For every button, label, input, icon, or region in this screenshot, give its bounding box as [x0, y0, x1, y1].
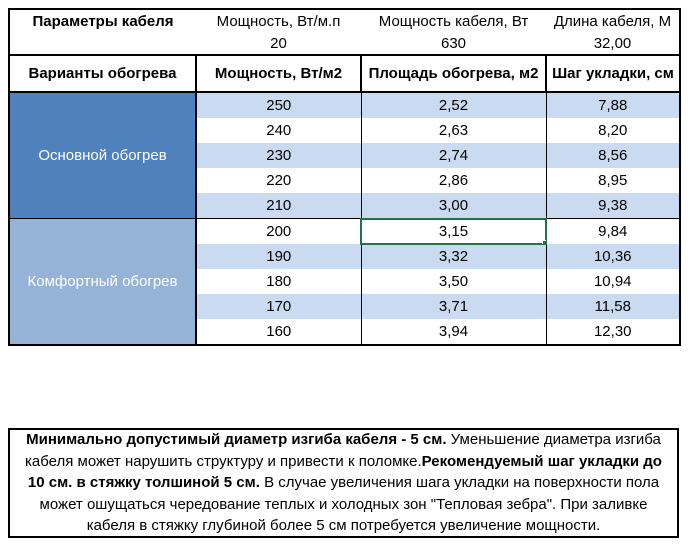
params-label-row: Параметры кабеля Мощность, Вт/м.п Мощнос… [9, 9, 680, 32]
table-cell[interactable]: 9,38 [545, 193, 680, 219]
table-cell[interactable]: 3,71 [360, 294, 546, 319]
table-cell[interactable]: 220 [195, 168, 361, 193]
table-cell[interactable]: 7,88 [545, 92, 680, 118]
table-row: Комфортный обогрев 200 3,15 9,84 [9, 217, 680, 345]
params-value-row: 20 630 32,00 [9, 32, 680, 55]
section-label-main-heating[interactable]: Основной обогрев [9, 92, 197, 219]
table-cell[interactable]: 8,56 [545, 143, 680, 168]
table-row: 170 3,71 11,58 [9, 294, 680, 319]
table-cell[interactable]: 250 [195, 92, 361, 118]
table-row: 230 2,74 8,56 [9, 143, 680, 168]
note-segment: Уменьшение диаметра изгиба кабеля может … [25, 431, 661, 470]
params-label-cable-length[interactable]: Длина кабеля, М [553, 12, 672, 30]
table-cell[interactable]: 8,20 [545, 118, 680, 143]
table-row: 220 2,86 8,95 [9, 168, 680, 193]
params-title-cell[interactable]: Параметры кабеля [32, 12, 174, 30]
table-cell[interactable]: 11,58 [545, 294, 680, 319]
table-row: 190 3,32 10,36 [9, 244, 680, 269]
table-cell[interactable]: 8,95 [545, 168, 680, 193]
table-cell[interactable]: 10,36 [545, 244, 680, 269]
note-text: Минимально допустимый диаметр изгиба каб… [20, 429, 667, 537]
table-cell[interactable]: 180 [195, 269, 361, 294]
table-row: Основной обогрев 250 2,52 7,88 [9, 92, 680, 219]
fill-handle[interactable] [541, 240, 546, 244]
table-cell[interactable]: 3,50 [360, 269, 546, 294]
table-cell[interactable]: 160 [195, 319, 361, 345]
table-cell[interactable]: 2,74 [360, 143, 546, 168]
note-segment: В случае увеличения шага укладки на пове… [39, 474, 660, 535]
table-cell[interactable]: 240 [195, 118, 361, 143]
params-empty-cell[interactable] [9, 32, 196, 55]
table-cell[interactable]: 2,63 [360, 118, 546, 143]
heating-cable-table: Параметры кабеля Мощность, Вт/м.п Мощнос… [8, 8, 681, 346]
table-cell[interactable]: 200 [195, 218, 361, 244]
params-value-power-per-m[interactable]: 20 [270, 34, 287, 52]
table-cell[interactable]: 12,30 [545, 319, 680, 345]
table-cell[interactable]: 190 [195, 244, 361, 269]
table-cell[interactable]: 9,84 [545, 218, 680, 244]
table-cell[interactable]: 2,86 [360, 168, 546, 193]
table-cell[interactable]: 210 [195, 193, 361, 219]
params-value-cable-length[interactable]: 32,00 [593, 34, 632, 52]
header-cell-area[interactable]: Площадь обогрева, м2 [360, 54, 547, 93]
table-cell[interactable]: 10,94 [545, 269, 680, 294]
table-row: 210 3,00 9,38 [9, 193, 680, 219]
table-row: 240 2,63 8,20 [9, 118, 680, 143]
params-label-cable-power[interactable]: Мощность кабеля, Вт [378, 12, 529, 30]
table-cell[interactable]: 2,52 [360, 92, 546, 118]
table-cell[interactable]: 170 [195, 294, 361, 319]
note-segment: Рекомендуемый шаг укладки до 10 см. в ст… [27, 452, 662, 492]
note-segment: Минимально допустимый диаметр изгиба каб… [26, 431, 447, 449]
table-row: 180 3,50 10,94 [9, 269, 680, 294]
params-label-power-per-m[interactable]: Мощность, Вт/м.п [216, 12, 341, 30]
table-cell[interactable]: 3,00 [360, 193, 546, 219]
table-row: 160 3,94 12,30 [9, 319, 680, 345]
table-cell[interactable]: 230 [195, 143, 361, 168]
section-label-comfort-heating[interactable]: Комфортный обогрев [9, 218, 197, 345]
header-cell-power[interactable]: Мощность, Вт/м2 [195, 54, 362, 93]
header-cell-step[interactable]: Шаг укладки, см [545, 54, 681, 93]
selected-cell[interactable]: 3,15 [360, 217, 547, 245]
table-cell[interactable]: 3,94 [360, 319, 546, 345]
note-block: Минимально допустимый диаметр изгиба каб… [8, 428, 679, 538]
header-cell-variants[interactable]: Варианты обогрева [8, 54, 197, 93]
params-value-cable-power[interactable]: 630 [440, 34, 467, 52]
table-header-row: Варианты обогрева Мощность, Вт/м2 Площад… [8, 54, 681, 93]
table-cell[interactable]: 3,32 [360, 244, 546, 269]
